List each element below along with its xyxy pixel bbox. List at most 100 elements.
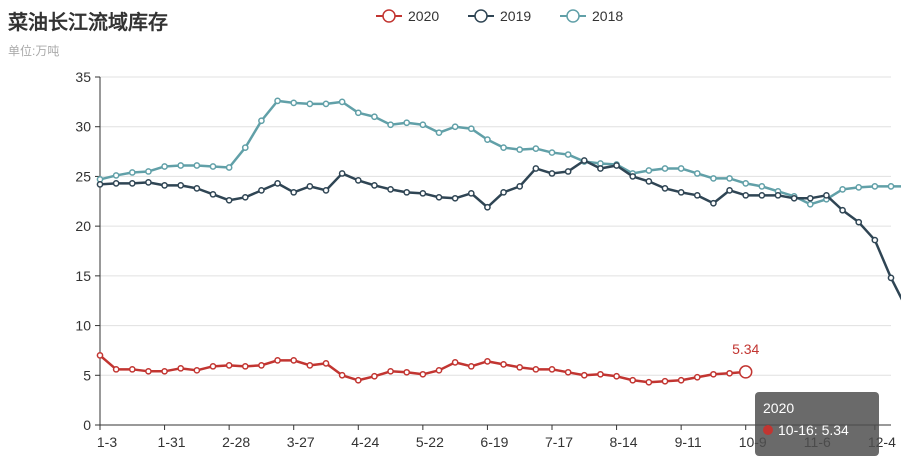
data-point-2018[interactable]: [193, 162, 201, 169]
data-point-2018[interactable]: [500, 144, 507, 151]
data-point-2019[interactable]: [871, 236, 879, 244]
data-point-2020[interactable]: [726, 369, 733, 377]
data-point-2018[interactable]: [871, 183, 879, 190]
data-point-2019[interactable]: [177, 182, 185, 189]
data-point-2018[interactable]: [225, 164, 233, 171]
data-point-2020[interactable]: [177, 364, 185, 372]
data-point-2019[interactable]: [290, 188, 298, 196]
data-point-2018[interactable]: [887, 183, 895, 190]
data-point-2019[interactable]: [354, 177, 362, 184]
data-point-2018[interactable]: [354, 109, 362, 117]
data-point-2019[interactable]: [645, 178, 653, 185]
data-point-2019[interactable]: [338, 170, 346, 177]
data-point-2020[interactable]: [403, 368, 411, 376]
data-point-2018[interactable]: [419, 121, 427, 129]
data-point-2019[interactable]: [403, 188, 411, 196]
data-point-2018[interactable]: [403, 119, 411, 127]
data-point-2020[interactable]: [467, 362, 475, 370]
data-point-2019[interactable]: [790, 194, 798, 202]
data-point-2019[interactable]: [306, 183, 314, 190]
data-point-2020[interactable]: [500, 360, 507, 368]
data-point-2020[interactable]: [564, 368, 572, 376]
data-point-2018[interactable]: [467, 125, 475, 133]
data-point-2019[interactable]: [710, 199, 717, 207]
data-point-2019[interactable]: [806, 194, 814, 202]
data-point-2020[interactable]: [387, 367, 394, 375]
data-point-2018[interactable]: [661, 165, 669, 172]
data-point-2018[interactable]: [548, 149, 556, 156]
data-point-2019[interactable]: [613, 162, 620, 169]
data-point-2018[interactable]: [145, 168, 152, 175]
data-point-2018[interactable]: [564, 151, 572, 158]
data-point-2020[interactable]: [290, 357, 298, 364]
data-point-2018[interactable]: [258, 117, 265, 125]
data-point-2019[interactable]: [112, 180, 120, 187]
data-point-2019[interactable]: [758, 191, 766, 199]
data-point-2020[interactable]: [516, 363, 524, 371]
data-point-2020[interactable]: [710, 370, 717, 378]
legend-item-2018[interactable]: 2018: [560, 8, 623, 24]
data-point-2019[interactable]: [839, 206, 846, 214]
data-point-2019[interactable]: [371, 182, 378, 189]
data-point-2020[interactable]: [354, 376, 362, 384]
data-point-2018[interactable]: [532, 145, 540, 152]
data-point-2018[interactable]: [693, 170, 701, 177]
data-point-2020[interactable]: [435, 366, 443, 374]
data-point-2018[interactable]: [806, 200, 814, 208]
data-point-2018[interactable]: [710, 175, 717, 182]
legend-item-2020[interactable]: 2020: [376, 8, 439, 24]
data-point-2018[interactable]: [855, 184, 863, 191]
data-point-2018[interactable]: [338, 98, 346, 106]
data-point-2018[interactable]: [742, 180, 750, 187]
data-point-2018[interactable]: [128, 169, 136, 176]
data-point-2018[interactable]: [484, 136, 491, 143]
data-point-2019[interactable]: [225, 196, 233, 204]
data-point-2019[interactable]: [726, 186, 733, 194]
data-point-2019[interactable]: [258, 186, 265, 194]
data-point-2019[interactable]: [580, 157, 588, 164]
data-point-2019[interactable]: [96, 181, 104, 188]
data-point-2019[interactable]: [661, 185, 669, 192]
data-point-2020[interactable]: [112, 365, 120, 373]
data-point-2018[interactable]: [645, 167, 653, 174]
data-point-2020[interactable]: [274, 357, 281, 364]
data-point-2019[interactable]: [532, 165, 540, 172]
data-point-2019[interactable]: [322, 186, 330, 194]
data-point-2019[interactable]: [823, 191, 830, 199]
data-point-2020[interactable]: [225, 361, 233, 369]
data-point-2019[interactable]: [241, 193, 249, 201]
data-point-2019[interactable]: [742, 191, 750, 199]
data-point-2018[interactable]: [451, 123, 459, 131]
data-point-2020[interactable]: [629, 376, 637, 384]
data-point-2020[interactable]: [161, 367, 168, 375]
data-point-2019[interactable]: [145, 179, 152, 186]
data-point-2019[interactable]: [887, 274, 895, 282]
data-point-2020[interactable]: [322, 360, 330, 367]
data-point-2018[interactable]: [209, 163, 217, 170]
data-point-2020[interactable]: [484, 358, 491, 365]
data-point-2018[interactable]: [839, 186, 846, 193]
data-point-2019[interactable]: [451, 194, 459, 202]
data-point-2019[interactable]: [209, 190, 217, 198]
data-point-2020[interactable]: [371, 372, 378, 380]
legend[interactable]: 2020 2019 2018: [376, 8, 623, 24]
data-point-2019[interactable]: [693, 191, 701, 199]
data-point-2018[interactable]: [371, 113, 378, 121]
data-point-2019[interactable]: [516, 183, 524, 190]
data-point-2019[interactable]: [500, 188, 507, 196]
data-point-2020[interactable]: [193, 366, 201, 374]
data-point-2020[interactable]: [661, 377, 669, 385]
data-point-2018[interactable]: [322, 100, 330, 108]
data-point-2020[interactable]: [419, 370, 427, 378]
data-point-2019[interactable]: [855, 218, 863, 226]
data-point-2020[interactable]: [128, 365, 136, 373]
data-point-2020[interactable]: [532, 365, 540, 373]
data-point-2019[interactable]: [387, 186, 394, 193]
data-point-2018[interactable]: [112, 172, 120, 179]
legend-item-2019[interactable]: 2019: [468, 8, 531, 24]
data-point-2018[interactable]: [726, 175, 733, 182]
data-point-2020[interactable]: [96, 352, 104, 359]
data-point-2018[interactable]: [387, 121, 394, 129]
data-point-2019[interactable]: [128, 180, 136, 187]
data-point-2019[interactable]: [435, 193, 443, 201]
